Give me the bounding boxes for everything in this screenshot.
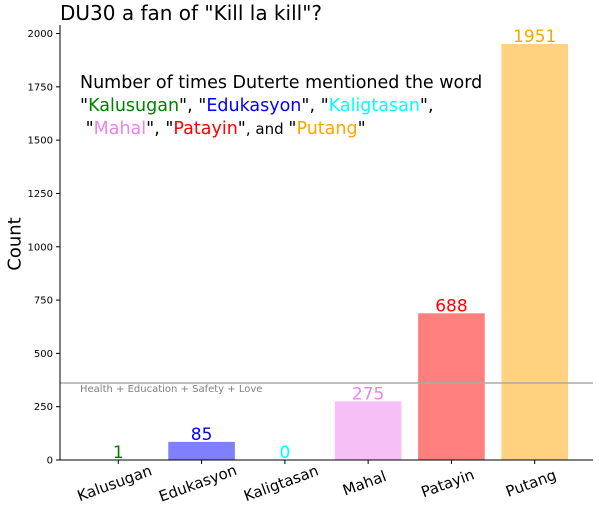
- annotation-word-edukasyon: Edukasyon: [206, 96, 301, 116]
- bar-mahal: [335, 401, 402, 460]
- annotation-word-kaligtasan: Kaligtasan: [329, 96, 420, 116]
- bar-putang: [501, 44, 568, 460]
- value-label-edukasyon: 85: [191, 425, 213, 445]
- y-tick-label-2000: 2000: [28, 29, 53, 40]
- y-tick-label-1000: 1000: [28, 242, 53, 253]
- x-tick-label-edukasyon: Edukasyon: [156, 461, 239, 506]
- x-tick-label-kalusugan: Kalusugan: [75, 462, 154, 506]
- x-tick-label-patayin: Patayin: [419, 465, 477, 501]
- bar-patayin: [418, 313, 485, 460]
- y-tick-label-0: 0: [47, 456, 53, 467]
- value-label-patayin: 688: [435, 296, 467, 316]
- annotation-word-patayin: Patayin: [173, 119, 237, 139]
- y-tick-label-250: 250: [34, 402, 53, 413]
- annotation-word-kalusugan: Kalusugan: [88, 96, 179, 116]
- y-tick-label-500: 500: [34, 349, 53, 360]
- annotation-word-putang: Putang: [296, 119, 357, 139]
- annotation-line-3: "Mahal", "Patayin", and "Putang": [80, 118, 482, 141]
- y-axis-label: Count: [5, 217, 26, 270]
- x-tick-label-mahal: Mahal: [340, 467, 388, 499]
- y-tick-label-1250: 1250: [28, 189, 53, 200]
- y-tick-label-1500: 1500: [28, 136, 53, 147]
- reference-line-label: Health + Education + Safety + Love: [80, 384, 262, 395]
- annotation: Number of times Duterte mentioned the wo…: [80, 72, 482, 141]
- x-tick-label-putang: Putang: [503, 466, 558, 501]
- y-tick-label-750: 750: [34, 296, 53, 307]
- y-tick-label-1750: 1750: [28, 82, 53, 93]
- annotation-word-mahal: Mahal: [94, 119, 147, 139]
- value-label-putang: 1951: [513, 27, 556, 47]
- chart-title: DU30 a fan of "Kill la kill"?: [60, 1, 322, 25]
- value-label-mahal: 275: [352, 384, 384, 404]
- annotation-line-1: Number of times Duterte mentioned the wo…: [80, 72, 482, 95]
- x-tick-label-kaligtasan: Kaligtasan: [241, 461, 321, 505]
- annotation-line-2: "Kalusugan", "Edukasyon", "Kaligtasan",: [80, 95, 482, 118]
